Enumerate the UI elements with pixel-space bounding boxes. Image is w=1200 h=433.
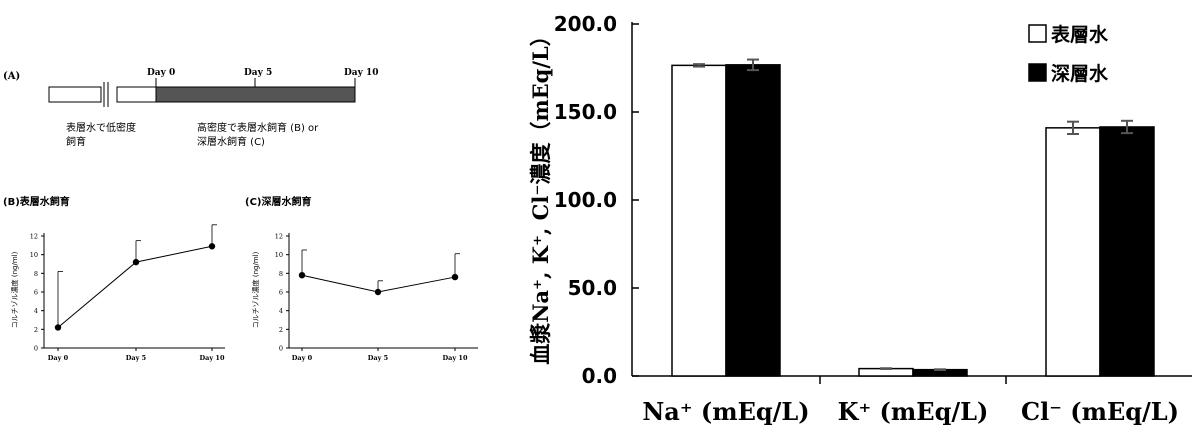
- data-point: [208, 243, 216, 250]
- panel-b-title: (B)表層水飼育: [3, 195, 70, 208]
- x-category-label: Na⁺ (mEq/L): [642, 397, 809, 426]
- legend-swatch-surface: [1028, 24, 1047, 43]
- y-tick-label: 0: [279, 345, 283, 353]
- bar-marks: 0.0 50.0 100.0 150.0 200.0 Na⁺ (mEq/L) K⁺ (mEq…: [554, 12, 1179, 426]
- y-tick-label: 0.0: [582, 364, 617, 388]
- legend-swatch-deep: [1028, 63, 1047, 82]
- panel-c-ylabel: コルチゾル濃度 (ng/ml): [251, 251, 260, 328]
- panel-b-marks: 0 2 4 6 8 10 12 Day 0 Day 5 Day 10: [30, 224, 225, 362]
- y-tick-label: 8: [279, 270, 283, 278]
- day-label-5: Day 5: [244, 68, 272, 78]
- y-tick-label: 12: [275, 233, 283, 241]
- y-tick-label: 150.0: [554, 100, 617, 124]
- y-tick-label: 4: [34, 307, 38, 315]
- timeline-pre-segment: [116, 86, 157, 103]
- bar-surface: [671, 64, 727, 377]
- x-tick-label: Day 0: [48, 354, 69, 362]
- y-tick-label: 4: [279, 307, 283, 315]
- electrolyte-bar-chart: 血漿Na⁺, K⁺, Cl⁻濃度（mEq/L） 0.0 50.0 100.0 150.…: [528, 12, 1192, 426]
- data-point: [54, 324, 62, 331]
- x-tick-label: Day 10: [200, 354, 225, 362]
- day-label-0: Day 0: [147, 68, 175, 78]
- panel-c-title: (C)深層水飼育: [245, 195, 311, 208]
- y-tick-label: 2: [279, 326, 283, 334]
- panel-b-ylabel: コルチゾル濃度 (ng/ml): [10, 251, 19, 328]
- data-point: [298, 272, 306, 279]
- panel-b-chart: (B)表層水飼育 コルチゾル濃度 (ng/ml) 0 2 4 6 8 10 12 Day 0 D…: [3, 195, 225, 362]
- y-tick-label: 12: [30, 233, 38, 241]
- panel-c-chart: (C)深層水飼育 コルチゾル濃度 (ng/ml) 0 2 4 6 8 10 12 Day 0 D…: [245, 195, 478, 362]
- x-tick-label: Day 0: [292, 354, 313, 362]
- caption-high-density-2: 深層水飼育 (C): [197, 135, 265, 148]
- timeline-high-density-segment: [155, 86, 356, 103]
- x-category-label: Cl⁻ (mEq/L): [1021, 397, 1179, 426]
- y-tick-label: 10: [30, 251, 38, 259]
- y-tick-label: 10: [275, 251, 283, 259]
- panel-a-label: (A): [3, 71, 20, 82]
- y-tick-label: 8: [34, 270, 38, 278]
- legend-label-deep: 深層水: [1051, 62, 1109, 85]
- caption-low-density-1: 表層水で低密度: [66, 121, 136, 134]
- series-line: [57, 245, 213, 328]
- legend: 表層水 深層水: [1028, 23, 1109, 85]
- x-tick-label: Day 5: [368, 354, 389, 362]
- data-point: [451, 273, 459, 281]
- bar-deep: [1099, 126, 1155, 377]
- bar-surface: [1045, 127, 1101, 377]
- panel-a: (A) Day 0 Day 5 Day 10 表層水で低密度 飼育 高密度で表層…: [3, 68, 379, 148]
- y-tick-label: 6: [34, 289, 38, 297]
- y-tick-label: 6: [279, 289, 283, 297]
- y-tick-label: 0: [34, 345, 38, 353]
- panel-c-marks: 0 2 4 6 8 10 12 Day 0 Day 5 Day 10: [275, 233, 468, 363]
- caption-high-density-1: 高密度で表層水飼育 (B) or: [197, 121, 319, 134]
- y-tick-label: 50.0: [568, 276, 617, 300]
- day-label-10: Day 10: [344, 68, 379, 78]
- x-category-label: K⁺ (mEq/L): [838, 397, 989, 426]
- x-tick-label: Day 10: [443, 354, 468, 362]
- y-tick-label: 2: [34, 326, 38, 334]
- data-point: [132, 258, 140, 266]
- caption-low-density-2: 飼育: [66, 135, 86, 148]
- timeline-low-density-segment: [48, 86, 102, 103]
- x-tick-label: Day 5: [126, 354, 147, 362]
- bar-ylabel: 血漿Na⁺, K⁺, Cl⁻濃度（mEq/L）: [528, 25, 553, 365]
- legend-label-surface: 表層水: [1051, 23, 1109, 46]
- y-tick-label: 200.0: [554, 12, 617, 36]
- y-tick-label: 100.0: [554, 188, 617, 212]
- bar-deep: [725, 64, 781, 377]
- data-point: [374, 288, 382, 296]
